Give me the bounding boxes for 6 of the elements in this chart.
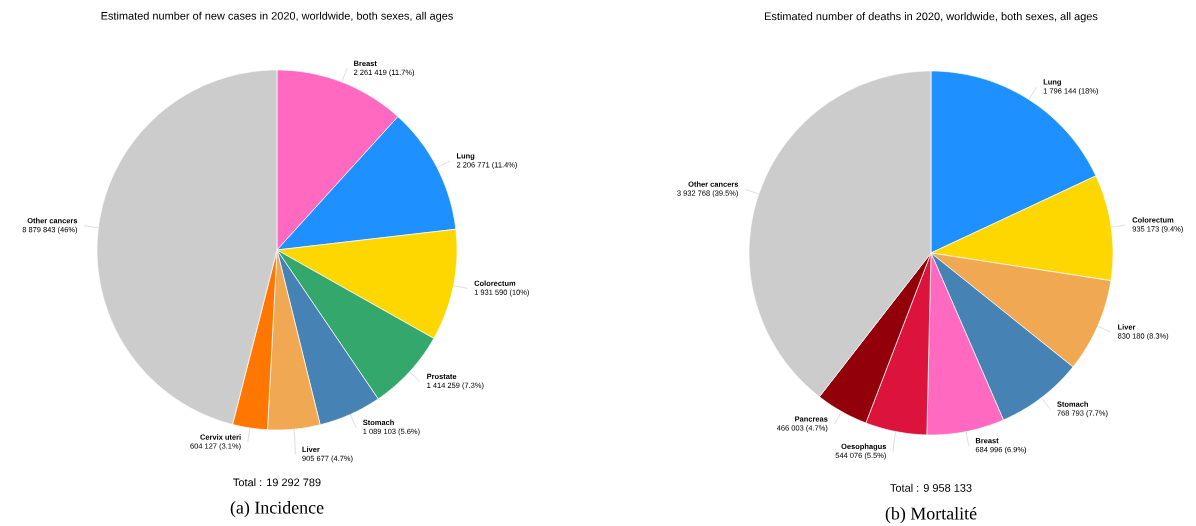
text: Total : 19 292 789 bbox=[233, 478, 321, 487]
text: (b) Mortalité bbox=[885, 506, 977, 524]
chart-title: Estimated number of deaths in 2020, worldwide, both sexes, all ages bbox=[765, 12, 1098, 23]
text: Total : 9 958 133 bbox=[890, 483, 972, 492]
text: (a) Incidence bbox=[230, 501, 324, 518]
chart-title: Estimated number of new cases in 2020, worldwide, both sexes, all ages bbox=[101, 11, 453, 22]
